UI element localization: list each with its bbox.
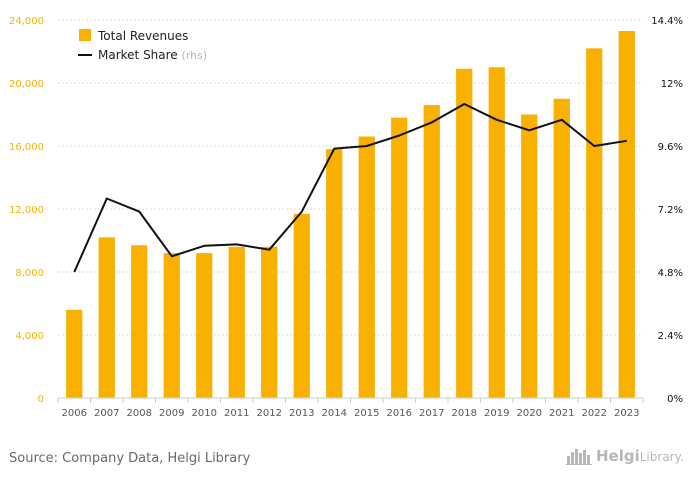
y-left-tick-label: 16,000 — [9, 142, 44, 153]
bar — [66, 309, 83, 398]
y-left-tick-label: 0 — [38, 394, 44, 405]
x-tick-label: 2006 — [62, 408, 87, 419]
bar — [553, 98, 570, 398]
bar — [618, 31, 635, 399]
bar — [358, 136, 375, 399]
axes: 0 4,000 8,000 12,000 16,000 20,000 24,000 0% 2.4… — [9, 16, 683, 419]
source-note: Source: Company Data, Helgi Library — [9, 451, 251, 466]
x-tick-label: 2012 — [257, 408, 282, 419]
x-tick-label: 2017 — [419, 408, 444, 419]
x-tick-label: 2022 — [582, 408, 607, 419]
legend-rhs-suffix: (rhs) — [182, 49, 208, 62]
chart: 0 4,000 8,000 12,000 16,000 20,000 24,000 0% 2.4… — [9, 16, 683, 419]
x-tick-label: 2019 — [484, 408, 509, 419]
y-right-tick-label: 2.4% — [658, 331, 683, 342]
logo-word-library: Library — [639, 450, 680, 464]
x-tick-label: 2021 — [549, 408, 574, 419]
x-tick-label: 2011 — [224, 408, 249, 419]
bar — [228, 246, 245, 398]
bar — [488, 67, 505, 398]
bar — [196, 253, 213, 398]
bar — [521, 114, 538, 398]
city-skyline-icon — [566, 449, 592, 465]
bar — [163, 253, 180, 398]
bar — [293, 213, 310, 398]
x-tick-label: 2007 — [94, 408, 119, 419]
legend: Total Revenues Market Share (rhs) — [78, 29, 207, 62]
line-series — [73, 103, 627, 273]
y-right-tick-label: 14.4% — [651, 16, 683, 27]
bar — [586, 48, 603, 398]
bar — [391, 117, 408, 399]
x-tick-label: 2020 — [517, 408, 542, 419]
y-right-tick-label: 7.2% — [658, 205, 683, 216]
bar — [131, 245, 148, 398]
bar — [261, 246, 278, 398]
logo-word-helgi: Helgi — [596, 447, 640, 465]
y-left-tick-label: 20,000 — [9, 79, 44, 90]
y-left-tick-label: 8,000 — [15, 268, 44, 279]
x-tick-label: 2014 — [322, 408, 347, 419]
x-tick-label: 2016 — [387, 408, 412, 419]
bar — [456, 68, 473, 398]
y-right-tick-label: 9.6% — [658, 142, 683, 153]
gridlines — [58, 19, 643, 336]
x-tick-label: 2015 — [354, 408, 379, 419]
y-left-tick-label: 12,000 — [9, 205, 44, 216]
bar — [326, 149, 343, 398]
y-right-tick-label: 4.8% — [658, 268, 683, 279]
market-share-line — [73, 103, 627, 273]
legend-label-total-revenues: Total Revenues — [97, 29, 188, 43]
y-left-tick-label: 4,000 — [15, 331, 44, 342]
bar — [98, 237, 115, 398]
y-right-tick-label: 0% — [667, 394, 683, 405]
legend-swatch-total-revenues — [79, 29, 91, 41]
x-tick-label: 2009 — [159, 408, 184, 419]
x-tick-label: 2010 — [192, 408, 217, 419]
bar-series — [66, 31, 635, 399]
helgi-library-logo: HelgiLibrary. — [566, 447, 684, 465]
y-left-tick-label: 24,000 — [9, 16, 44, 27]
x-tick-label: 2023 — [614, 408, 639, 419]
x-tick-label: 2018 — [452, 408, 477, 419]
legend-label-market-share: Market Share (rhs) — [98, 48, 207, 62]
bar — [423, 105, 440, 399]
x-tick-label: 2008 — [127, 408, 152, 419]
logo-period: . — [680, 450, 684, 464]
y-right-tick-label: 12% — [661, 79, 683, 90]
x-tick-label: 2013 — [289, 408, 314, 419]
